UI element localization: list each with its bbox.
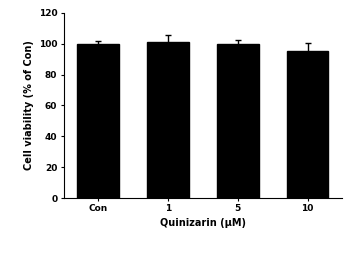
Y-axis label: Cell viability (% of Con): Cell viability (% of Con) [24,40,35,170]
Bar [147,42,189,198]
X-axis label: Quinizarin (μM): Quinizarin (μM) [160,217,246,228]
Bar [217,44,259,198]
Bar [78,44,119,198]
Bar [287,51,328,198]
